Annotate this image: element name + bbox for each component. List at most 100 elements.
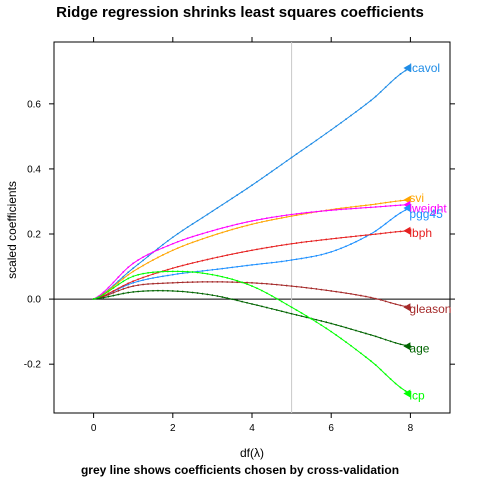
series-point-pgg45 xyxy=(157,276,159,279)
series-point-pgg45 xyxy=(345,245,347,248)
series-point-lweight xyxy=(350,207,352,210)
series-point-lweight xyxy=(226,225,229,228)
series-endmark-gleason xyxy=(403,303,411,312)
series-point-gleason xyxy=(285,284,288,287)
series-point-lcavol xyxy=(201,216,204,219)
series-point-lcp xyxy=(171,270,174,273)
series-point-lcavol xyxy=(236,194,239,196)
series-point-pgg45 xyxy=(379,226,382,229)
series-point-pgg45 xyxy=(231,266,234,269)
series-point-pgg45 xyxy=(330,251,333,253)
series-point-lweight xyxy=(305,211,308,214)
series-point-lweight xyxy=(147,253,149,256)
series-point-svi xyxy=(206,236,209,239)
series-point-age xyxy=(330,322,333,325)
series-point-lcavol xyxy=(176,232,179,235)
series-point-lbph xyxy=(300,241,303,244)
series-point-age xyxy=(275,309,278,311)
series-point-age xyxy=(157,289,159,292)
series-svi xyxy=(92,195,412,300)
series-point-pgg45 xyxy=(152,277,154,279)
series-point-gleason xyxy=(350,293,352,295)
series-point-pgg45 xyxy=(350,243,352,245)
series-point-lcp xyxy=(226,277,229,279)
series-point-pgg45 xyxy=(261,262,263,265)
series-point-pgg45 xyxy=(256,263,258,266)
series-point-gleason xyxy=(107,293,110,296)
series-point-lcavol xyxy=(171,236,174,239)
series-point-lcavol xyxy=(399,73,402,75)
series-point-lweight xyxy=(166,244,169,247)
series-point-lweight xyxy=(295,212,298,215)
series-point-age xyxy=(112,294,115,297)
series-point-gleason xyxy=(226,281,229,283)
series-point-lbph xyxy=(226,254,229,257)
series-point-lweight xyxy=(389,204,392,207)
series-point-lcavol xyxy=(315,139,318,142)
series-point-gleason xyxy=(355,293,357,296)
series-point-age xyxy=(345,326,347,329)
series-point-age xyxy=(340,325,342,328)
series-point-age xyxy=(221,296,224,298)
series-point-lweight xyxy=(256,219,258,221)
series-point-gleason xyxy=(320,288,323,291)
series-point-lcp xyxy=(162,270,164,273)
series-point-lcp xyxy=(157,270,159,273)
series-point-lweight xyxy=(152,251,154,254)
series-point-lcp xyxy=(340,337,342,340)
series-point-gleason xyxy=(142,283,145,286)
series-point-lbph xyxy=(147,274,149,277)
series-point-gleason xyxy=(137,284,140,287)
series-point-age xyxy=(360,331,362,333)
series-label-gleason: gleason xyxy=(409,302,451,316)
x-tick-label: 6 xyxy=(328,423,334,434)
series-point-lweight xyxy=(117,276,120,278)
series-endmark-lcavol xyxy=(403,64,411,73)
series-point-lcavol xyxy=(345,118,347,121)
series-point-lbph xyxy=(176,265,179,268)
series-point-lcavol xyxy=(206,213,209,216)
series-point-lweight xyxy=(236,223,239,226)
series-point-lweight xyxy=(325,209,328,212)
series-point-lcavol xyxy=(300,149,303,152)
series-point-lweight xyxy=(261,218,263,220)
series-point-lbph xyxy=(399,230,402,233)
series-point-lcavol xyxy=(350,114,352,117)
series-point-age xyxy=(335,323,338,326)
series-point-gleason xyxy=(256,282,258,285)
series-point-lcp xyxy=(350,344,352,347)
series-point-pgg45 xyxy=(285,259,288,262)
series-point-lweight xyxy=(206,231,209,234)
series-point-lcavol xyxy=(335,125,338,128)
series-point-lweight xyxy=(330,209,333,212)
series-point-lweight xyxy=(285,214,288,217)
series-point-lbph xyxy=(369,233,372,236)
series-point-gleason xyxy=(162,282,164,285)
series-point-age xyxy=(379,337,382,339)
series-point-lbph xyxy=(256,248,258,251)
series-point-gleason xyxy=(231,281,234,283)
series-point-lcavol xyxy=(157,247,159,250)
series-point-lcavol xyxy=(389,81,392,84)
series-point-lcp xyxy=(325,327,328,330)
series-point-gleason xyxy=(206,280,209,283)
series-point-lweight xyxy=(335,208,338,211)
series-point-lcp xyxy=(310,318,313,320)
series-point-lbph xyxy=(186,263,189,266)
series-point-age xyxy=(389,340,392,343)
series-point-svi xyxy=(166,251,169,254)
series-point-lcp xyxy=(270,294,273,297)
series-point-pgg45 xyxy=(181,272,184,275)
series-point-lcp xyxy=(211,273,214,276)
series-endmark-pgg45 xyxy=(403,203,411,212)
series-point-lweight xyxy=(315,210,318,213)
series-point-lweight xyxy=(211,229,214,232)
x-tick-label: 8 xyxy=(408,423,414,434)
series-point-lcp xyxy=(166,270,169,273)
series-point-pgg45 xyxy=(270,261,273,264)
series-point-lcavol xyxy=(162,243,164,246)
series-point-lweight xyxy=(231,224,234,227)
series-point-lweight xyxy=(275,215,278,218)
series-point-lbph xyxy=(305,240,308,243)
